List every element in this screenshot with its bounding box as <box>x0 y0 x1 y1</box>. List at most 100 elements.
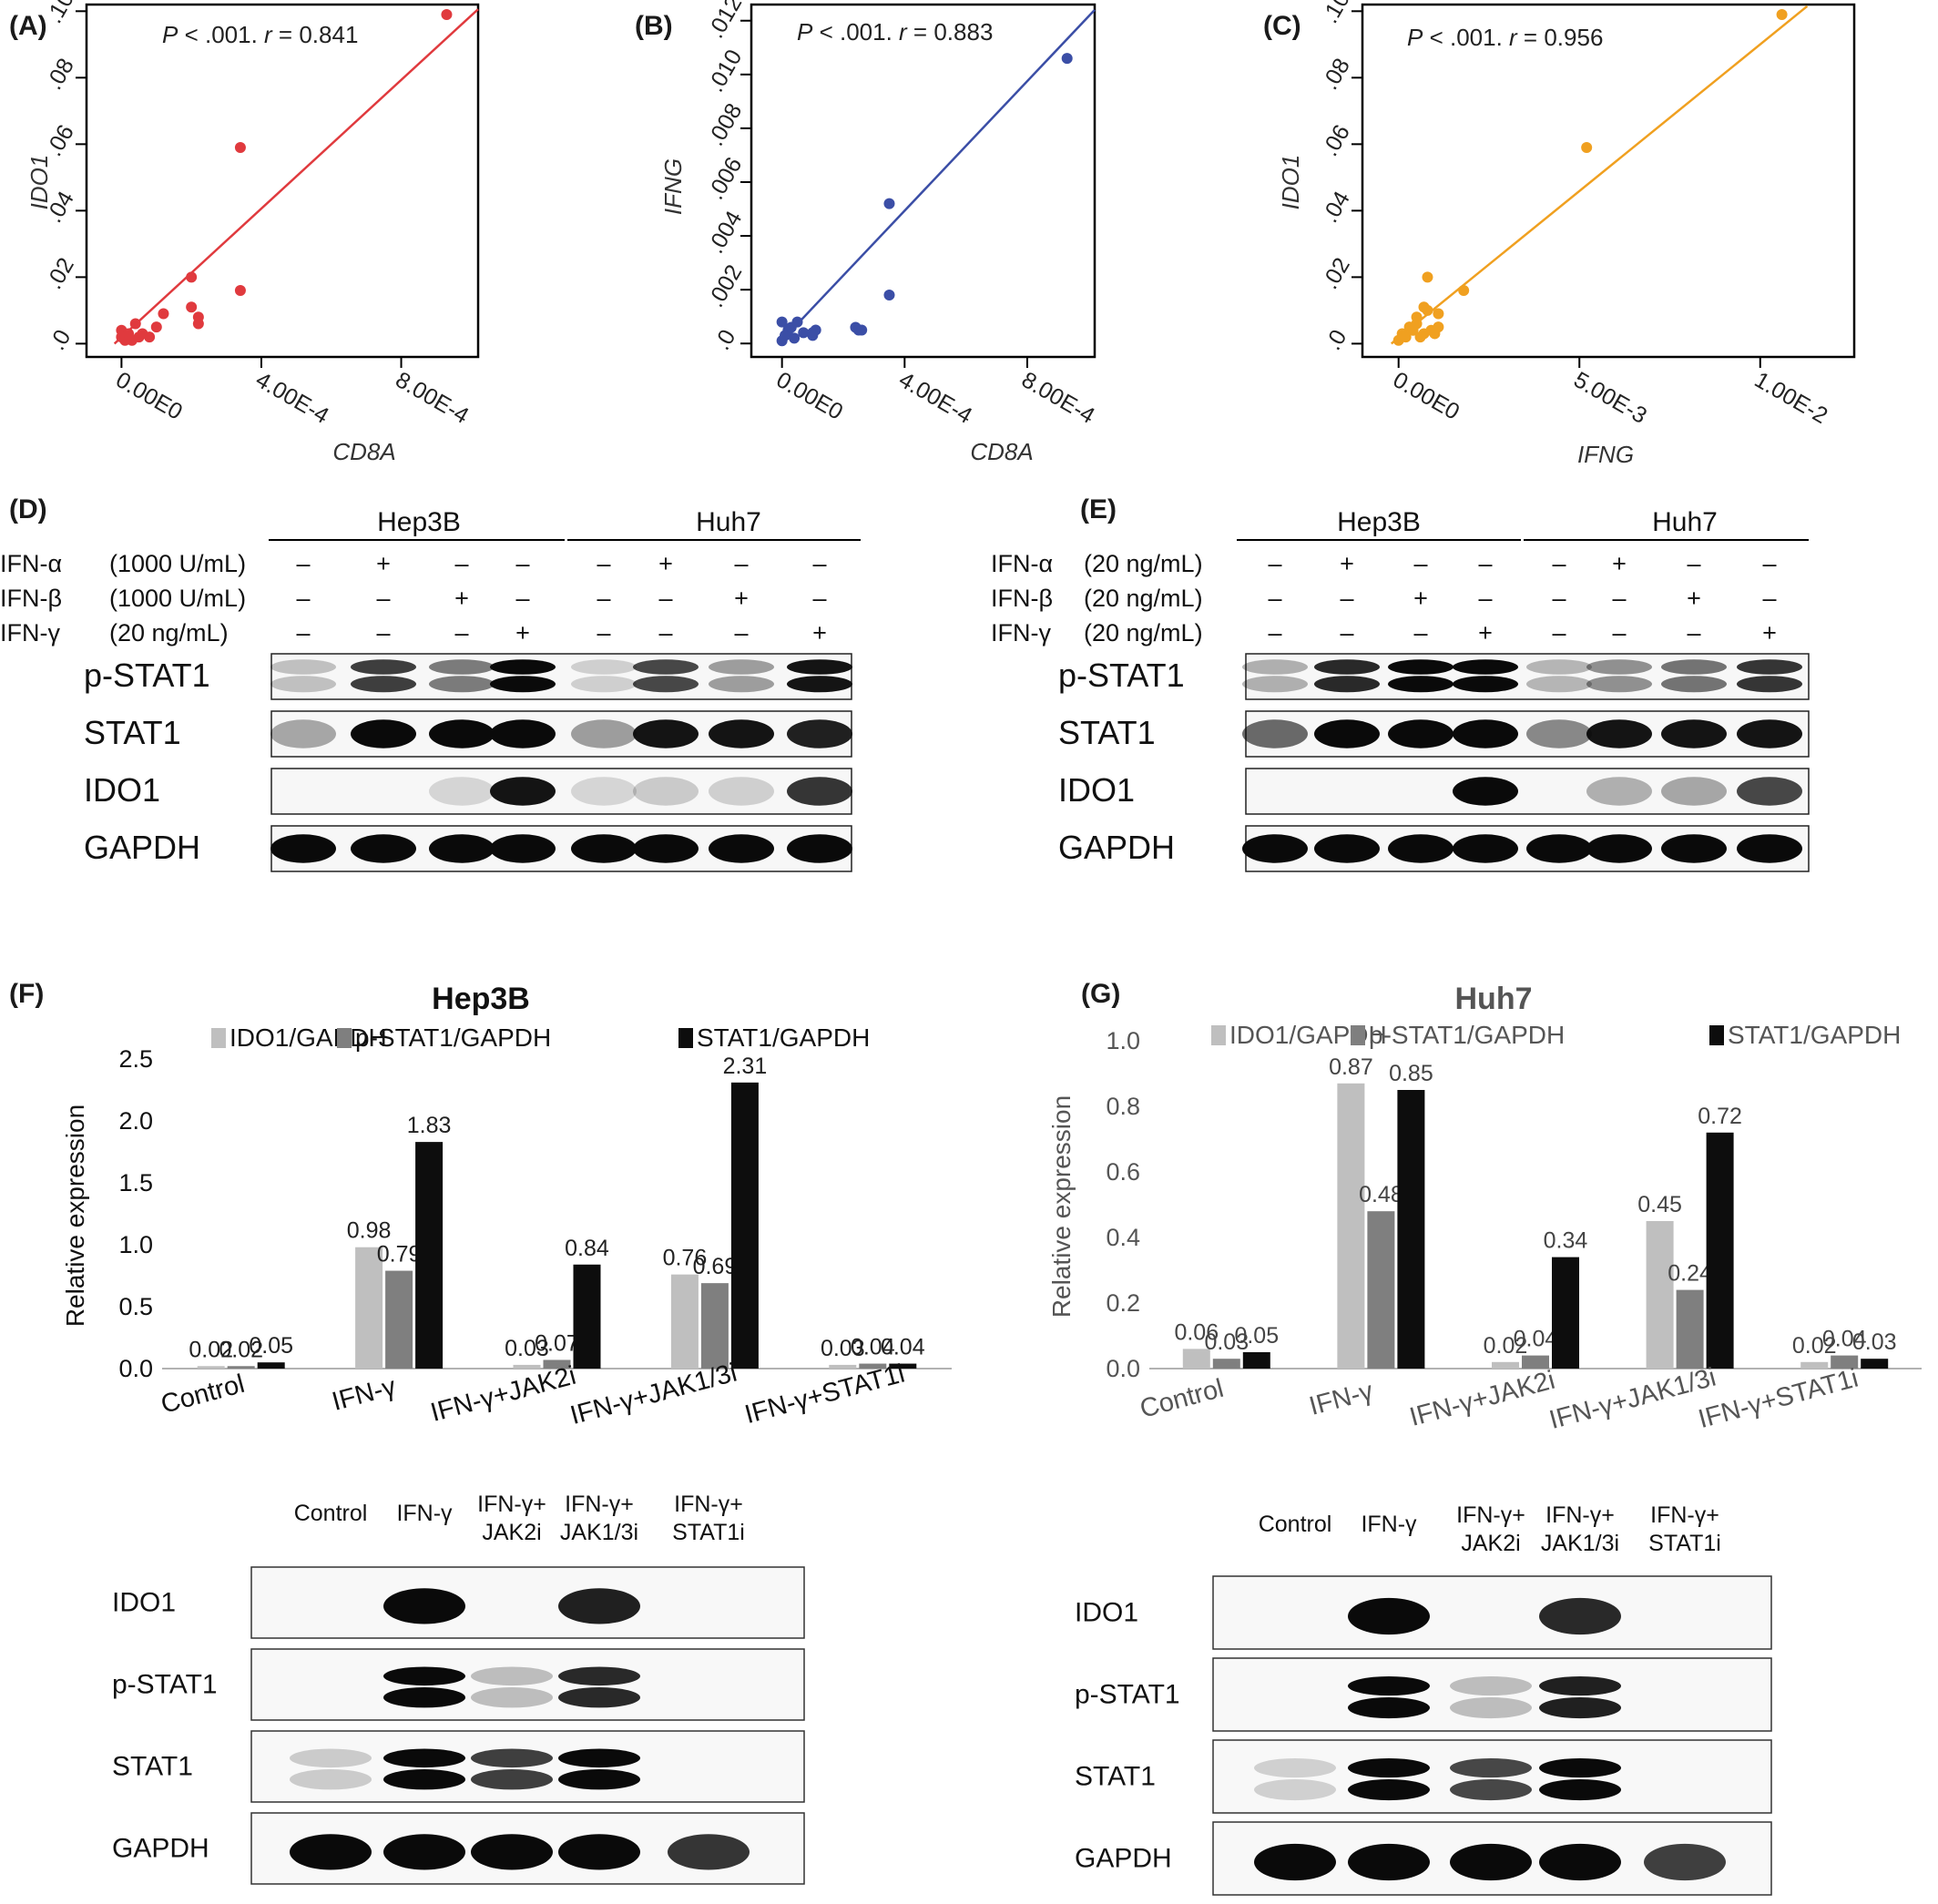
blot-band <box>1388 834 1454 863</box>
x-tick-label: 0.00E0 <box>1389 367 1464 425</box>
cell-line-header: Huh7 <box>696 507 761 537</box>
data-label: 0.05 <box>249 1333 293 1359</box>
legend-label: IDO1/GAPDH <box>230 1023 387 1052</box>
bar <box>1492 1361 1519 1369</box>
blot-band <box>383 1768 465 1790</box>
stats-part: r <box>899 18 908 46</box>
data-point <box>1061 53 1073 65</box>
data-label: 0.02 <box>219 1337 263 1362</box>
blot-band <box>1586 719 1652 748</box>
blot-band <box>558 1768 640 1790</box>
bar <box>700 1283 729 1369</box>
protein-label: p-STAT1 <box>84 657 210 694</box>
bar <box>1337 1083 1365 1369</box>
minus-mark: – <box>1552 550 1566 577</box>
treatment-name: IFN-γ <box>0 619 60 647</box>
stats-part: r <box>1509 24 1518 51</box>
minus-mark: – <box>1413 550 1427 577</box>
blot-band <box>471 1768 553 1790</box>
data-point <box>158 308 169 320</box>
blot-band <box>351 719 416 748</box>
blot-band <box>1348 1779 1430 1801</box>
bar <box>1800 1361 1829 1369</box>
minus-mark: – <box>1552 619 1566 647</box>
blot-band <box>351 659 416 675</box>
blot-band <box>1661 777 1727 806</box>
y-tick-label: .006 <box>703 153 748 204</box>
bar <box>1552 1257 1579 1369</box>
lane-label: IFN-γ+ <box>1545 1502 1615 1528</box>
blot-membrane <box>1212 1575 1772 1650</box>
blot-band <box>490 834 556 863</box>
legend-swatch <box>211 1028 226 1048</box>
minus-mark: – <box>1552 585 1566 612</box>
blot-band <box>383 1686 465 1708</box>
cell-line-header: Huh7 <box>1652 507 1718 537</box>
blot-band <box>1453 719 1518 748</box>
legend-swatch <box>1211 1025 1226 1045</box>
x-tick-label: 4.00E-4 <box>894 367 976 429</box>
plus-mark: + <box>658 550 673 577</box>
blot-band <box>558 1834 640 1870</box>
blot-band <box>1314 834 1380 863</box>
plot-frame <box>85 3 480 359</box>
data-label: 0.02 <box>1792 1333 1837 1359</box>
lane-label: Control <box>294 1501 368 1526</box>
protein-label: GAPDH <box>84 829 200 866</box>
bar <box>1676 1289 1704 1369</box>
data-label: 0.48 <box>1359 1182 1403 1207</box>
blot-band <box>1450 1779 1532 1801</box>
data-point <box>144 331 156 343</box>
minus-mark: – <box>597 550 610 577</box>
protein-label: STAT1 <box>1075 1762 1156 1792</box>
y-tick-label: .004 <box>703 207 748 258</box>
blot-band <box>1348 1758 1430 1778</box>
blot-band <box>787 777 852 806</box>
bar <box>1212 1359 1240 1369</box>
minus-mark: – <box>658 619 672 647</box>
blot-band <box>429 777 495 806</box>
data-label: 0.07 <box>535 1330 579 1356</box>
blot-band <box>1539 1676 1621 1696</box>
blot-band <box>1661 834 1727 863</box>
treatment-dose: (20 ng/mL) <box>109 619 229 647</box>
data-label: 0.98 <box>347 1218 392 1244</box>
protein-label: p-STAT1 <box>112 1669 218 1699</box>
y-tick-label: 2.5 <box>118 1045 153 1073</box>
plus-mark: + <box>1478 619 1493 647</box>
x-axis-label: IFNG <box>1577 441 1634 468</box>
blot-band <box>558 1666 640 1686</box>
stats-annotation: P < .001. r = 0.956 <box>1407 24 1603 51</box>
blot-band <box>1314 659 1380 675</box>
data-label: 0.87 <box>1329 1054 1373 1080</box>
y-tick-label: .10 <box>41 0 79 27</box>
data-point <box>1433 308 1444 320</box>
lane-label: IFN-γ+ <box>565 1492 634 1517</box>
stats-part: < .001. <box>178 21 264 48</box>
blot-band <box>290 1834 372 1870</box>
blot-band <box>471 1834 553 1870</box>
blot-band <box>490 777 556 806</box>
blot-band <box>429 676 495 693</box>
bar <box>889 1363 917 1369</box>
data-label: 0.45 <box>1637 1192 1682 1217</box>
protein-label: p-STAT1 <box>1058 657 1185 694</box>
stats-part: P <box>797 18 813 46</box>
blot-band <box>1450 1697 1532 1719</box>
blot-band <box>290 1748 372 1768</box>
data-label: 0.04 <box>1822 1327 1867 1352</box>
protein-label: IDO1 <box>1058 771 1135 809</box>
blot-band <box>709 777 774 806</box>
bar <box>543 1359 571 1369</box>
y-axis-label: IDO1 <box>1277 155 1304 210</box>
blot-band <box>633 659 699 675</box>
panel-label-a: (A) <box>9 11 47 41</box>
bar <box>385 1270 413 1369</box>
blot-band <box>1450 1676 1532 1696</box>
blot-band <box>1539 1758 1621 1778</box>
data-label: 0.85 <box>1389 1061 1433 1086</box>
minus-mark: – <box>454 619 468 647</box>
blot-band <box>633 777 699 806</box>
plus-mark: + <box>1762 619 1777 647</box>
data-point <box>883 198 895 209</box>
